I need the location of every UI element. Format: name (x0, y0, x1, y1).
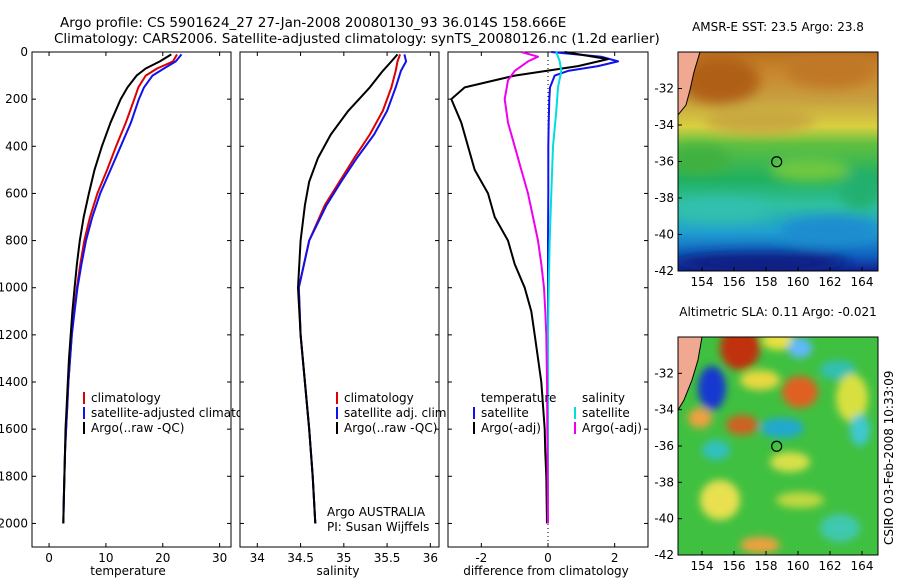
salinity-xlabel: salinity (316, 564, 359, 578)
x-tick-label: 2 (611, 551, 619, 565)
y-tick-label: 1400 (0, 375, 28, 389)
timestamp-note: CSIRO 03-Feb-2008 10:33:09 (882, 370, 896, 545)
lat-tick-label: -32 (654, 366, 674, 380)
series-line-salinity-argo-adj (503, 51, 549, 524)
lon-tick-label: 156 (723, 559, 746, 573)
salinity-panel: 34 34.5 35 35.5 36 salinity climatology sate… (239, 51, 450, 578)
lat-tick-label: -42 (654, 264, 674, 278)
y-tick-label: 0 (20, 45, 28, 59)
temperature-series (62, 53, 183, 524)
difference-legend: temperature satellite Argo(-adj) salinit… (473, 391, 642, 435)
y-tick-label: 1000 (0, 281, 28, 295)
difference-xlabel: difference from climatology (463, 564, 629, 578)
x-tick-label: 34.5 (287, 551, 314, 565)
x-tick-label: 0 (544, 551, 552, 565)
series-line-argo-raw-qc (297, 53, 399, 524)
y-tick-label: 400 (5, 139, 28, 153)
credit-line-2: PI: Susan Wijffels (327, 520, 429, 534)
argo-position-marker (771, 440, 783, 452)
x-tick-label: 10 (98, 551, 113, 565)
lon-tick-label: 164 (851, 559, 874, 573)
lon-tick-label: 164 (851, 275, 874, 289)
legend-label-argo: Argo(..raw -QC) (344, 421, 437, 435)
lat-tick-label: -36 (654, 439, 674, 453)
temperature-xlabel: temperature (90, 564, 165, 578)
lat-tick-label: -40 (654, 228, 674, 242)
lon-tick-label: 154 (691, 275, 714, 289)
legend-label-sal-satellite: satellite (582, 406, 630, 420)
legend-label-satellite: satellite-adjusted climatology (91, 406, 269, 420)
difference-series (450, 51, 619, 524)
lat-tick-label: -32 (654, 82, 674, 96)
sst-map-panel: AMSR-E SST: 23.5 Argo: 23.8 154 156 158 160… (654, 20, 879, 290)
depth-axis: 0 200 400 600 800 1000 1200 1400 1600 1800 2000 (0, 45, 231, 530)
legend-label-temp-satellite: satellite (481, 406, 529, 420)
x-tick-label: 34 (250, 551, 265, 565)
sla-map-panel: Altimetric SLA: 0.11 Argo: -0.021 (654, 305, 879, 573)
x-tick-label: 30 (212, 551, 227, 565)
title-line-2: Climatology: CARS2006. Satellite-adjuste… (54, 31, 660, 47)
y-tick-label: 1200 (0, 328, 28, 342)
y-tick-label: 600 (5, 186, 28, 200)
legend-label-climatology: climatology (91, 391, 161, 405)
sla-field (678, 337, 878, 555)
lon-tick-label: 158 (755, 559, 778, 573)
sst-map-axes-ticks: 154 156 158 160 162 164 -32 -34 -36 -38 -40 -42 (654, 82, 873, 290)
lat-tick-label: -40 (654, 512, 674, 526)
sst-map-title: AMSR-E SST: 23.5 Argo: 23.8 (692, 20, 864, 34)
legend-header-temperature: temperature (481, 391, 556, 405)
temperature-legend: climatology satellite-adjusted climatolo… (83, 391, 269, 435)
y-tick-label: 1800 (0, 469, 28, 483)
lat-tick-label: -38 (654, 191, 674, 205)
temperature-axes (31, 51, 232, 548)
x-tick-label: 35 (336, 551, 351, 565)
y-tick-label: 200 (5, 92, 28, 106)
salinity-x-axis: 34 34.5 35 35.5 36 (240, 51, 439, 565)
lon-tick-label: 154 (691, 559, 714, 573)
lat-tick-label: -36 (654, 155, 674, 169)
lat-tick-label: -34 (654, 118, 674, 132)
legend-label-temp-argo: Argo(-adj) (481, 421, 541, 435)
x-tick-label: 35.5 (374, 551, 401, 565)
x-tick-label: -2 (475, 551, 487, 565)
argo-position-marker (771, 156, 783, 168)
difference-panel: -2 0 2 difference from climatology tempera… (447, 51, 649, 578)
series-line-temperature-argo-adj (450, 51, 609, 524)
title-line-1: Argo profile: CS 5901624_27 27-Jan-2008 … (60, 15, 566, 31)
legend-label-sal-argo: Argo(-adj) (582, 421, 642, 435)
salinity-legend: climatology satellite adj. clim. Argo(..… (336, 391, 450, 435)
sla-map-axes-ticks: 154 156 158 160 162 164 -32 -34 -36 -38 -40 -42 (654, 366, 873, 573)
y-tick-label: 1600 (0, 422, 28, 436)
lon-tick-label: 156 (723, 275, 746, 289)
salinity-axes (239, 51, 440, 548)
legend-header-salinity: salinity (582, 391, 625, 405)
salinity-series (297, 53, 408, 524)
legend-label-climatology: climatology (344, 391, 414, 405)
x-tick-label: 20 (155, 551, 170, 565)
legend-label-satellite: satellite adj. clim. (344, 406, 450, 420)
lon-tick-label: 160 (787, 275, 810, 289)
lon-tick-label: 158 (755, 275, 778, 289)
sst-field (678, 52, 878, 271)
y-tick-label: 2000 (0, 516, 28, 530)
lon-tick-label: 162 (819, 275, 842, 289)
lon-tick-label: 160 (787, 559, 810, 573)
legend-label-argo: Argo(..raw -QC) (91, 421, 184, 435)
temperature-x-axis: 0 10 20 30 (45, 52, 227, 565)
temperature-panel: 0 200 400 600 800 1000 1200 1400 1600 1800 2000 0 1… (0, 45, 269, 578)
sla-map-title: Altimetric SLA: 0.11 Argo: -0.021 (679, 305, 876, 319)
lat-tick-label: -34 (654, 403, 674, 417)
series-line-argo-raw-qc (62, 53, 172, 524)
x-tick-label: 36 (423, 551, 438, 565)
lon-tick-label: 162 (819, 559, 842, 573)
difference-x-axis: -2 0 2 (448, 51, 648, 565)
credit-line-1: Argo AUSTRALIA (327, 505, 426, 519)
lat-tick-label: -38 (654, 475, 674, 489)
x-tick-label: 0 (45, 551, 53, 565)
y-tick-label: 800 (5, 234, 28, 248)
lat-tick-label: -42 (654, 548, 674, 562)
